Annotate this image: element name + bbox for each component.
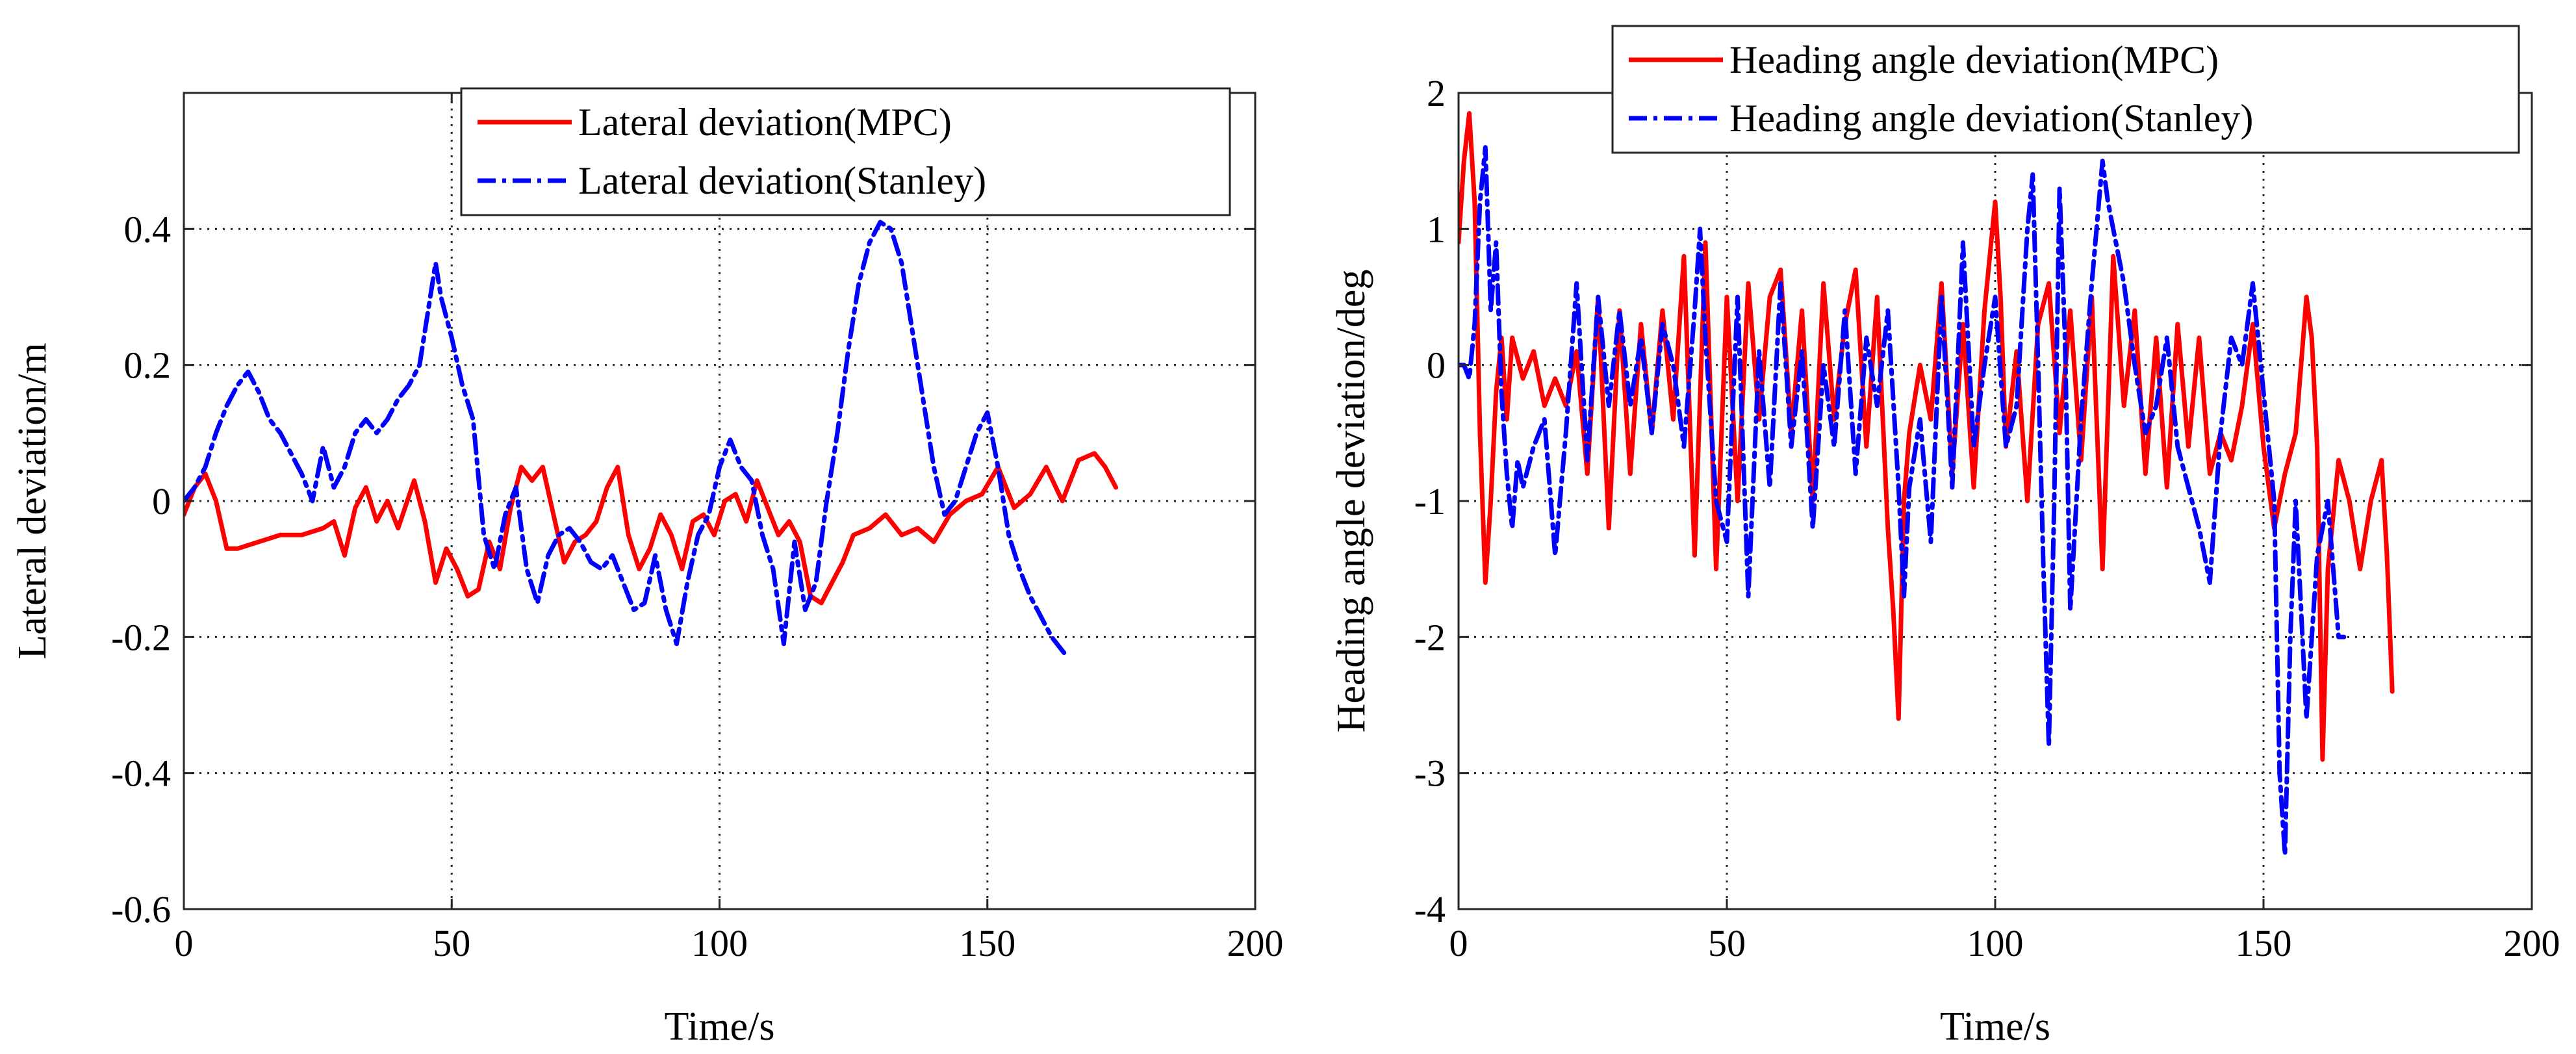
x-tick-label: 0 <box>175 922 194 964</box>
series-line-stanley <box>184 220 1070 660</box>
series-line-mpc <box>1459 110 2395 762</box>
y-tick-label: -2 <box>1414 616 1446 658</box>
x-tick-label: 150 <box>2236 922 2292 964</box>
y-tick-label: -0.6 <box>111 888 171 931</box>
x-tick-label: 0 <box>1449 922 1468 964</box>
legend-label-mpc: Lateral deviation(MPC) <box>578 101 952 144</box>
lateral-deviation-chart: 0 50 100 150 200 -0.6 -0.4 -0.2 0 0.2 0.4 Time/s Lat… <box>10 87 1284 1049</box>
x-tick-label: 200 <box>2504 922 2560 964</box>
series-line-mpc <box>184 451 1119 606</box>
y-tick-label: -1 <box>1414 480 1446 522</box>
y-tick-label: 0 <box>152 480 171 522</box>
legend-label-mpc: Heading angle deviation(MPC) <box>1729 38 2219 81</box>
legend: Lateral deviation(MPC) Lateral deviation(… <box>460 87 1231 216</box>
y-tick-label: -0.4 <box>111 752 171 795</box>
legend-box <box>1611 25 2520 154</box>
x-axis-label: Time/s <box>664 1005 774 1049</box>
y-tick-label: 0.2 <box>124 344 172 387</box>
y-tick-label: 2 <box>1427 72 1446 114</box>
y-axis-label: Heading angle deviation/deg <box>1329 270 1373 733</box>
x-tick-label: 150 <box>959 922 1015 964</box>
x-tick-label: 50 <box>433 922 470 964</box>
y-tick-label: 0 <box>1427 344 1446 387</box>
legend-label-stanley: Lateral deviation(Stanley) <box>578 159 986 202</box>
x-tick-label: 100 <box>691 922 748 964</box>
y-tick-label: -0.2 <box>111 616 171 658</box>
series-line-stanley <box>1459 145 2347 857</box>
y-axis-label: Lateral deviation/m <box>10 342 55 659</box>
heading-angle-deviation-chart: 0 50 100 150 200 -4 -3 -2 -1 0 1 2 Time/s Heading ang… <box>1329 25 2560 1049</box>
y-tick-label: -4 <box>1414 888 1446 931</box>
y-tick-label: -3 <box>1414 752 1446 795</box>
legend-label-stanley: Heading angle deviation(Stanley) <box>1729 97 2253 140</box>
y-tick-label: 1 <box>1427 208 1446 250</box>
legend: Heading angle deviation(MPC) Heading angl… <box>1611 25 2520 154</box>
x-tick-label: 50 <box>1708 922 1746 964</box>
x-axis-label: Time/s <box>1940 1005 2050 1049</box>
x-tick-label: 100 <box>1967 922 2024 964</box>
x-tick-label: 200 <box>1227 922 1284 964</box>
legend-box <box>460 87 1231 216</box>
y-tick-label: 0.4 <box>124 208 172 250</box>
